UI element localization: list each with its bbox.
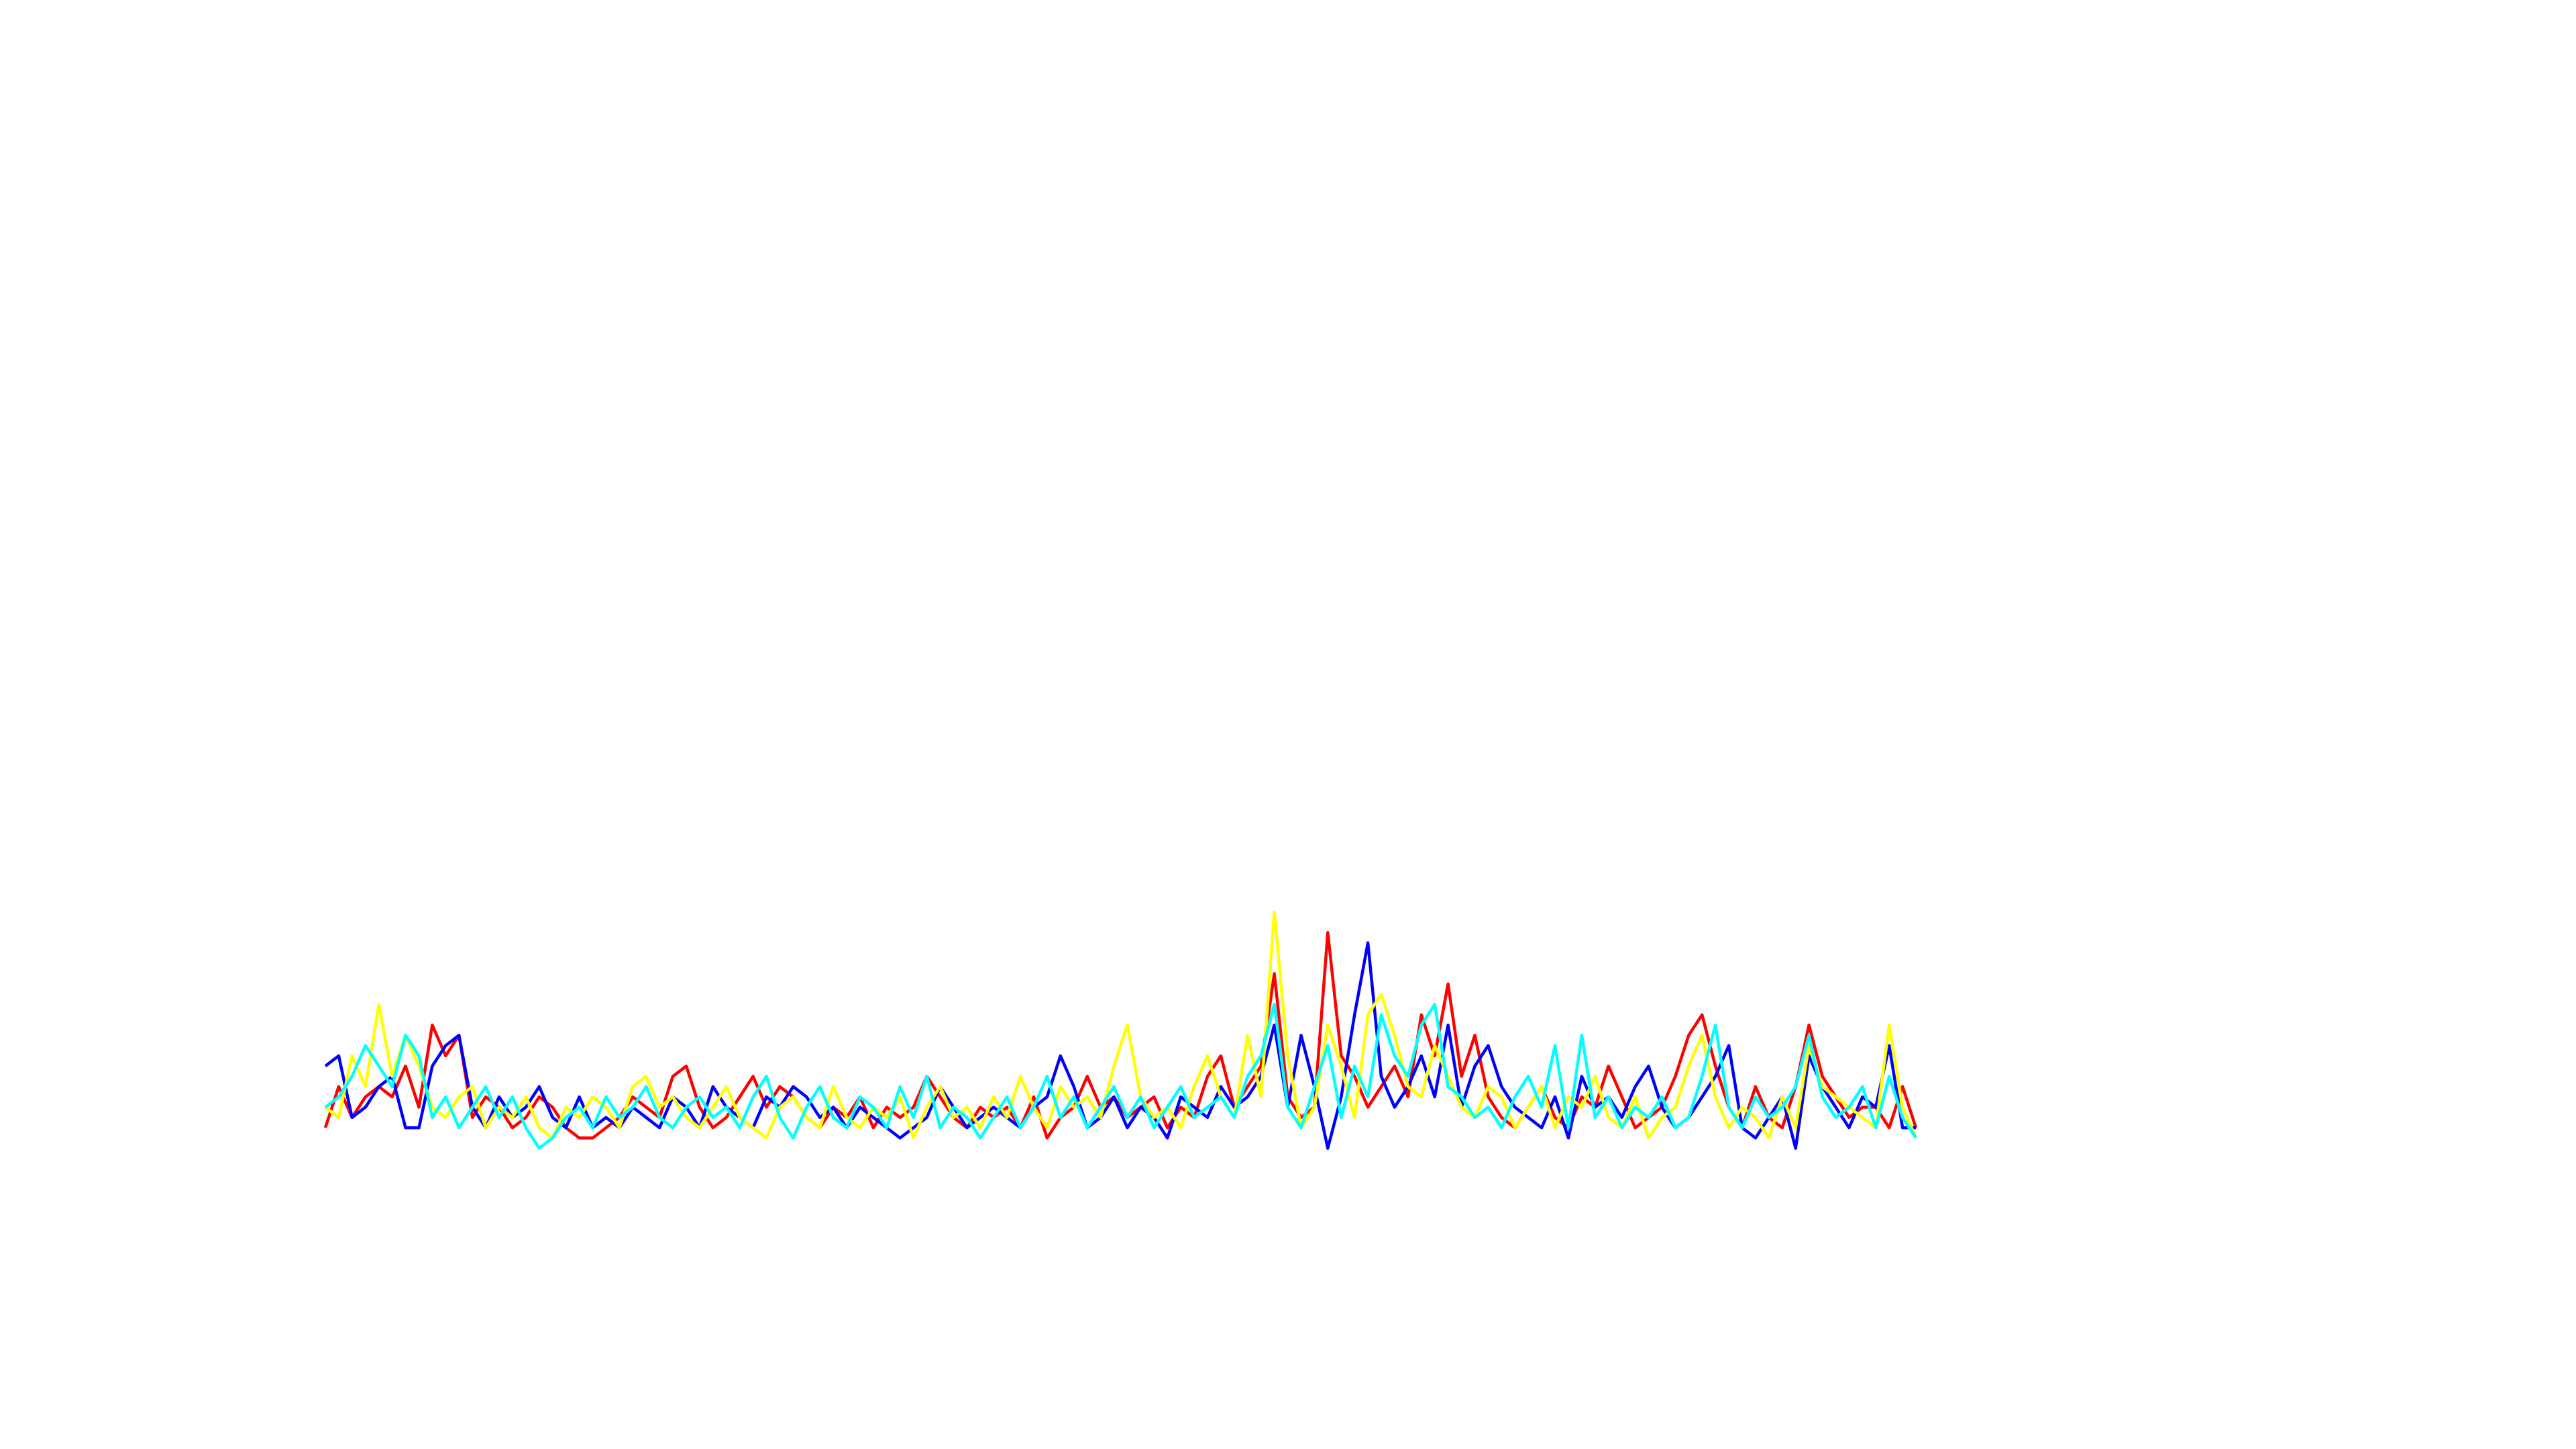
data-line xyxy=(323,930,1918,1140)
data-line xyxy=(324,1003,1917,1150)
data-line xyxy=(324,910,1918,1140)
